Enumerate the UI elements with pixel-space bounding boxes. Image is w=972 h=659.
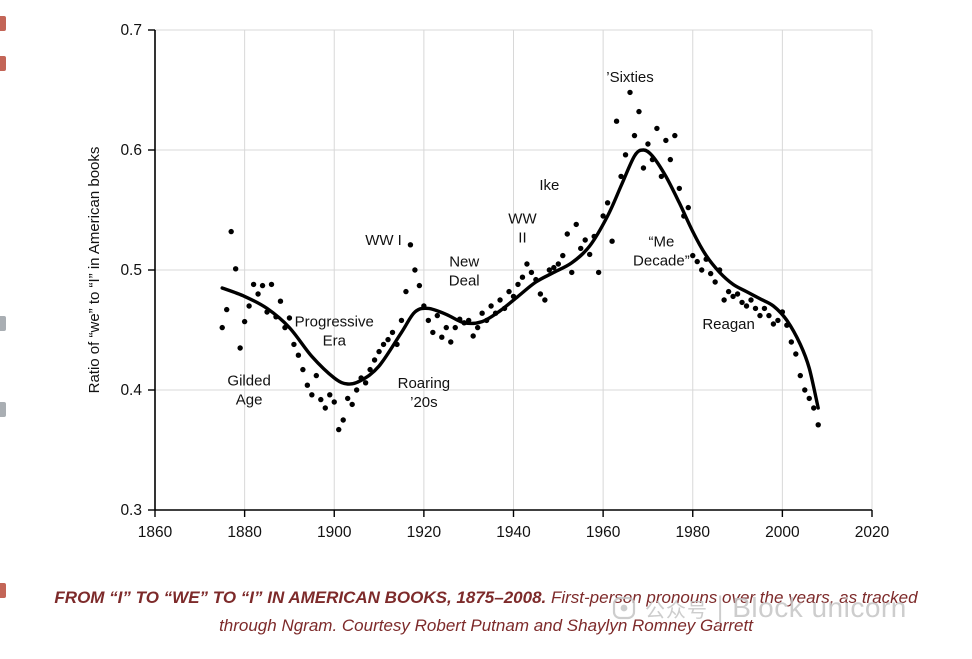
caption-title: FROM “I” TO “WE” TO “I” IN AMERICAN BOOK… bbox=[54, 588, 547, 607]
edge-artifact bbox=[0, 583, 6, 598]
edge-artifact bbox=[0, 402, 6, 417]
edge-artifact bbox=[0, 316, 6, 331]
annotation-label: ’Sixties bbox=[606, 69, 654, 86]
edge-artifact bbox=[0, 16, 6, 31]
chart-area: 0.3 0.4 0.5 0.6 0.7 1860 1880 1900 1920 1940 1960 1… bbox=[86, 22, 890, 541]
annotation-label: “Me Decade” bbox=[633, 233, 690, 269]
svg-text:1880: 1880 bbox=[227, 524, 262, 541]
svg-text:0.3: 0.3 bbox=[120, 502, 142, 519]
edge-artifact bbox=[0, 56, 6, 71]
watermark-brand: Block unicorn bbox=[732, 592, 907, 623]
svg-text:0.7: 0.7 bbox=[120, 22, 142, 39]
annotation-label: Ike bbox=[539, 177, 559, 194]
scatter-points bbox=[219, 89, 821, 433]
x-axis-tick-labels: 1860 1880 1900 1920 1940 1960 1980 2000 2020 bbox=[138, 524, 890, 541]
svg-text:1940: 1940 bbox=[496, 524, 531, 541]
watermark-account-name: 公众号 bbox=[645, 599, 708, 622]
watermark-divider: | bbox=[717, 590, 724, 625]
svg-text:1920: 1920 bbox=[407, 524, 442, 541]
watermark-logo-icon bbox=[612, 596, 636, 620]
annotation-label: Reagan bbox=[702, 316, 755, 333]
y-axis-tick-labels: 0.3 0.4 0.5 0.6 0.7 bbox=[120, 22, 142, 519]
trend-line bbox=[220, 148, 820, 410]
annotation-label: WW II bbox=[508, 211, 537, 247]
figure-caption: FROM “I” TO “WE” TO “I” IN AMERICAN BOOK… bbox=[26, 584, 946, 639]
watermark: 公众号 | Block unicorn bbox=[612, 590, 907, 625]
svg-text:2000: 2000 bbox=[765, 524, 800, 541]
svg-text:1900: 1900 bbox=[317, 524, 352, 541]
gridlines bbox=[154, 29, 873, 511]
svg-text:0.4: 0.4 bbox=[120, 382, 142, 399]
svg-text:1860: 1860 bbox=[138, 524, 173, 541]
svg-text:1980: 1980 bbox=[676, 524, 711, 541]
annotation-label: Gilded Age bbox=[227, 373, 270, 409]
svg-text:2020: 2020 bbox=[855, 524, 890, 541]
annotation-label: WW I bbox=[365, 232, 402, 249]
annotation-label: Roaring ’20s bbox=[398, 375, 451, 411]
y-axis-title: Ratio of “we” to “I” in American books bbox=[86, 147, 103, 394]
annotation-label: Progressive Era bbox=[295, 314, 374, 350]
annotation-label: New Deal bbox=[449, 254, 480, 290]
svg-text:0.6: 0.6 bbox=[120, 142, 142, 159]
era-annotations: Gilded Age Progressive Era WW I Roaring ’20s Ne… bbox=[227, 69, 754, 411]
svg-text:0.5: 0.5 bbox=[120, 262, 142, 279]
svg-text:1960: 1960 bbox=[586, 524, 621, 541]
caption-text: First-person pronouns over the years, as… bbox=[219, 588, 918, 635]
axes bbox=[148, 29, 873, 517]
